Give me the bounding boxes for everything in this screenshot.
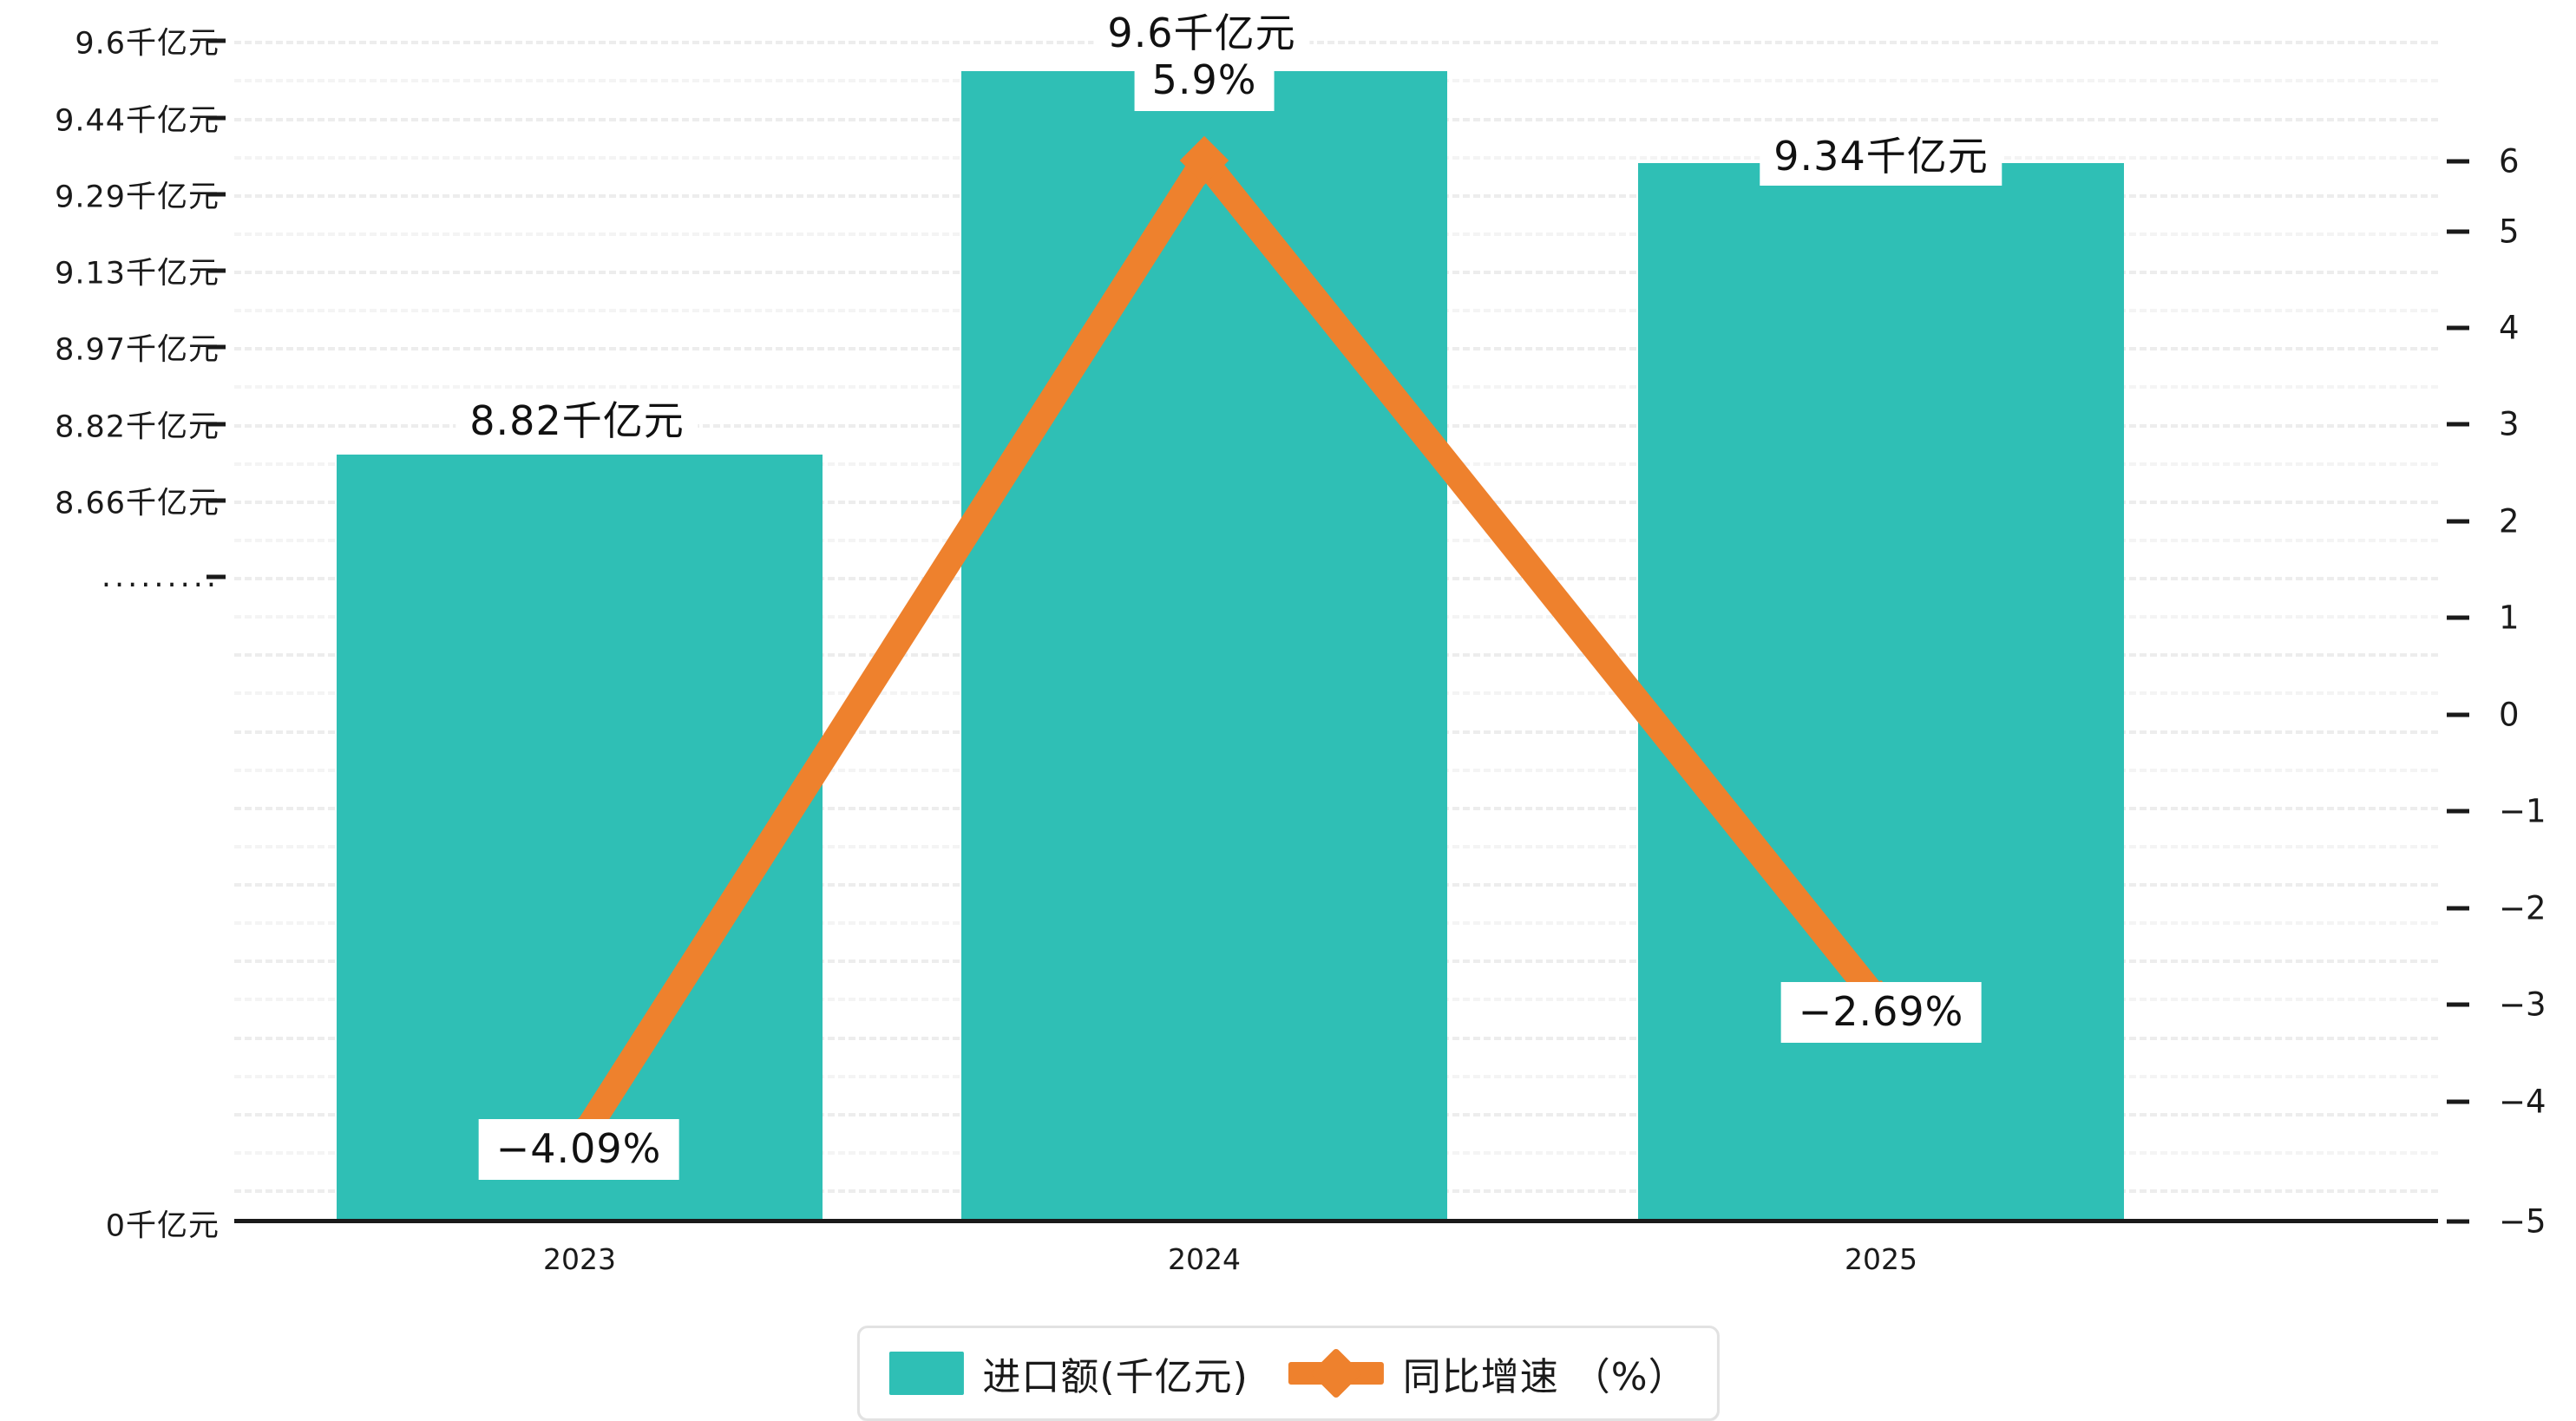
x-axis-label-2025: 2025	[1845, 1242, 1917, 1276]
left-axis-tick-mark	[206, 422, 226, 427]
legend-item-growth-rate[interactable]: 同比增速 （%）	[1288, 1346, 1688, 1401]
growth-value-label-2025: −2.69%	[1780, 982, 1982, 1044]
right-axis-tick-label: 6	[2499, 142, 2520, 180]
right-axis-tick-label: 3	[2499, 405, 2520, 443]
bar-value-label-2023: 8.82千亿元	[456, 395, 698, 451]
growth-line-markers	[554, 135, 1906, 1167]
right-axis-tick-label: −3	[2499, 986, 2547, 1024]
right-axis-tick-mark	[2447, 519, 2469, 524]
right-axis-tick-mark	[2447, 1219, 2469, 1224]
growth-line-series	[554, 135, 1906, 1167]
right-axis-tick-label: 4	[2499, 309, 2520, 347]
chart-legend: 进口额(千亿元) 同比增速 （%）	[856, 1326, 1720, 1421]
right-axis-tick-mark	[2447, 422, 2469, 427]
legend-label-import-value: 进口额(千亿元)	[982, 1355, 1249, 1399]
x-axis-label-2024: 2024	[1168, 1242, 1241, 1276]
gridline	[234, 41, 2438, 44]
left-axis-tick-label: 8.97千亿元	[55, 332, 220, 368]
right-axis-tick-mark	[2447, 712, 2469, 717]
bar-2025[interactable]	[1638, 163, 2124, 1223]
left-axis-break-label: .........	[101, 560, 220, 594]
x-axis-label-2023: 2023	[543, 1242, 616, 1276]
left-axis-tick-mark	[206, 268, 226, 273]
right-axis-tick-label: −5	[2499, 1202, 2547, 1241]
right-axis-tick-label: 1	[2499, 599, 2520, 637]
right-axis-tick-mark	[2447, 159, 2469, 164]
plot-area	[234, 39, 2438, 1223]
bar-value-label-2025: 9.34千亿元	[1760, 130, 2002, 187]
right-axis-tick-label: −1	[2499, 792, 2547, 830]
left-axis-tick-label: 9.13千亿元	[55, 256, 220, 291]
left-axis-tick-mark	[206, 344, 226, 350]
left-axis-tick-mark	[206, 574, 226, 580]
left-axis-tick-mark	[206, 192, 226, 197]
right-axis-tick-mark	[2447, 325, 2469, 331]
right-axis-tick-mark	[2447, 906, 2469, 911]
bar-2023[interactable]	[337, 455, 823, 1223]
left-axis-tick-mark	[206, 498, 226, 503]
x-axis-line	[234, 1219, 2438, 1223]
right-axis-tick-mark	[2447, 809, 2469, 814]
legend-item-import-value[interactable]: 进口额(千亿元)	[888, 1346, 1248, 1401]
right-axis-tick-label: 0	[2499, 696, 2520, 734]
growth-value-label-2023: −4.09%	[478, 1119, 679, 1181]
left-axis-tick-label: 9.29千亿元	[55, 180, 220, 215]
right-axis-tick-label: −4	[2499, 1083, 2547, 1121]
right-axis-tick-label: −2	[2499, 889, 2547, 927]
legend-line-marker-icon	[1288, 1347, 1384, 1399]
left-axis-tick-mark	[206, 115, 226, 121]
legend-bar-swatch-icon	[888, 1352, 964, 1395]
left-axis-tick-label: 9.6千亿元	[75, 26, 220, 62]
legend-label-growth-rate: 同比增速 （%）	[1402, 1355, 1688, 1399]
right-axis-tick-mark	[2447, 615, 2469, 620]
growth-value-label-2024: 5.9%	[1134, 50, 1275, 112]
left-axis-tick-mark	[206, 38, 226, 43]
left-axis-tick-label: 9.44千亿元	[55, 103, 220, 139]
bar-2024[interactable]	[961, 71, 1447, 1223]
growth-line-path	[568, 138, 1891, 1149]
right-axis-tick-label: 2	[2499, 502, 2520, 540]
left-axis-tick-label: 0千亿元	[105, 1208, 220, 1244]
right-axis-tick-label: 5	[2499, 213, 2520, 251]
left-axis-tick-label: 8.82千亿元	[55, 409, 220, 445]
right-axis-tick-mark	[2447, 1099, 2469, 1104]
left-axis-tick-label: 8.66千亿元	[55, 486, 220, 521]
right-axis-tick-mark	[2447, 1002, 2469, 1007]
right-axis-tick-mark	[2447, 229, 2469, 234]
